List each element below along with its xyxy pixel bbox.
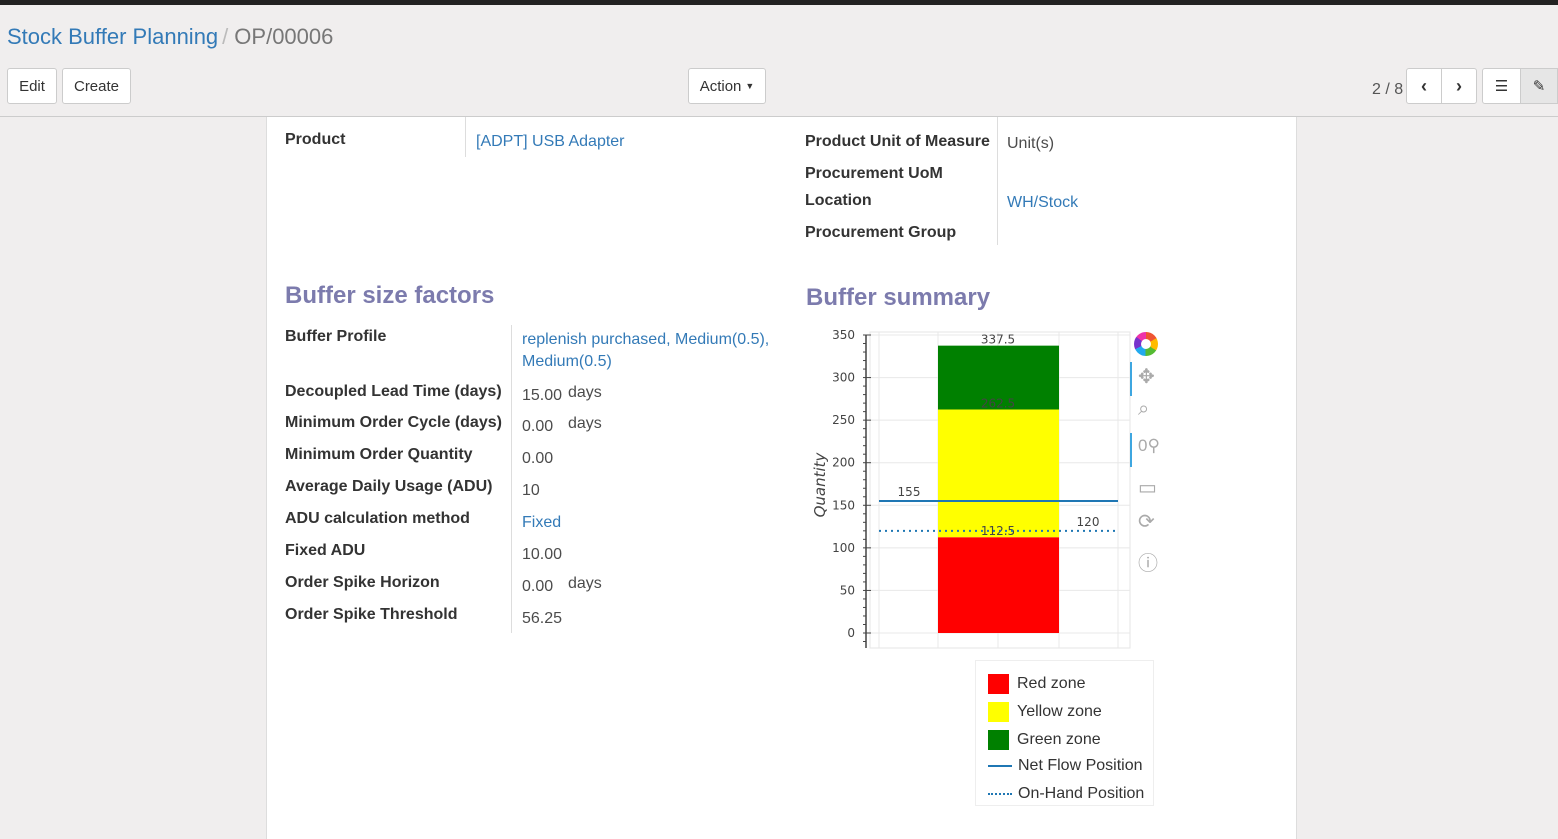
bar-yellow-zone — [938, 409, 1059, 538]
legend-item: Red zone — [988, 674, 1086, 694]
location-link[interactable]: WH/Stock — [1007, 194, 1079, 211]
breadcrumb: Stock Buffer Planning / OP/00006 — [7, 24, 334, 49]
zone-label: 112.5 — [981, 524, 1015, 538]
action-dropdown[interactable]: Action ▼ — [688, 68, 766, 104]
y-tick-label: 350 — [832, 328, 855, 342]
procurement-uom-label: Procurement UoM — [805, 165, 943, 182]
bar-red-zone — [938, 537, 1059, 633]
factor-unit: days — [568, 415, 602, 432]
y-tick-label: 50 — [840, 583, 855, 597]
factor-value: 0.00 — [522, 578, 554, 595]
buffer-chart: 112.5 262.5 337.5 155 120 0 50 100 150 200 250 300 3… — [811, 328, 1131, 649]
wheel-zoom-icon[interactable]: 0⚲ — [1138, 436, 1160, 455]
list-icon: ☰ — [1494, 78, 1509, 95]
line-label: 155 — [898, 485, 921, 499]
legend-item: Net Flow Position — [988, 757, 1143, 775]
box-zoom-icon[interactable]: ⌕ — [1138, 398, 1150, 420]
control-panel: Stock Buffer Planning / OP/00006 Edit Crea… — [0, 5, 1558, 117]
factor-label: Order Spike Horizon — [285, 574, 440, 591]
bar-green-zone — [938, 345, 1059, 410]
factor-label: Decoupled Lead Time (days) — [285, 383, 502, 400]
zone-label: 337.5 — [981, 333, 1015, 347]
active-tool-marker — [1130, 362, 1132, 396]
factor-label: Buffer Profile — [285, 328, 387, 345]
legend-item: On-Hand Position — [988, 785, 1144, 803]
save-icon[interactable]: ▭ — [1138, 477, 1157, 499]
help-icon[interactable]: ⓘ — [1138, 553, 1158, 575]
form-view-button[interactable]: ✎ — [1520, 68, 1558, 104]
legend-item: Green zone — [988, 730, 1101, 750]
buffer-size-factors-title: Buffer size factors — [285, 282, 495, 309]
pager-next-button[interactable]: › — [1441, 68, 1477, 104]
reset-icon[interactable]: ⟳ — [1138, 511, 1155, 533]
green-swatch — [988, 730, 1009, 750]
factor-value: 56.25 — [522, 610, 563, 627]
y-tick-label: 250 — [832, 413, 855, 427]
chart-legend: Red zone Yellow zone Green zone Net Flow… — [975, 660, 1154, 806]
legend-label: Red zone — [1017, 675, 1086, 692]
edit-button[interactable]: Edit — [7, 68, 57, 104]
list-view-button[interactable]: ☰ — [1482, 68, 1521, 104]
chevron-left-icon: ‹ — [1421, 75, 1427, 96]
create-label: Create — [73, 77, 120, 95]
zone-label: 262.5 — [981, 397, 1015, 411]
y-tick-label: 100 — [832, 541, 855, 555]
factor-label: ADU calculation method — [285, 510, 470, 527]
action-label: Action — [699, 77, 742, 95]
divider — [511, 325, 512, 633]
factor-unit: days — [568, 384, 602, 401]
factor-label: Order Spike Threshold — [285, 606, 458, 623]
factor-value-cont[interactable]: Medium(0.5) — [522, 353, 612, 370]
line-label: 120 — [1077, 515, 1100, 529]
factor-label: Average Daily Usage (ADU) — [285, 478, 493, 495]
chevron-right-icon: › — [1456, 75, 1462, 96]
red-swatch — [988, 674, 1009, 694]
factor-value: 0.00 — [522, 418, 554, 435]
factor-unit: days — [568, 575, 602, 592]
factor-value[interactable]: Fixed — [522, 514, 562, 531]
y-tick-label: 300 — [832, 371, 855, 385]
legend-item: Yellow zone — [988, 702, 1102, 722]
factor-label: Minimum Order Cycle (days) — [285, 414, 502, 431]
legend-label: Net Flow Position — [1018, 757, 1143, 774]
legend-label: Green zone — [1017, 731, 1101, 748]
pan-icon[interactable]: ✥ — [1138, 366, 1155, 388]
breadcrumb-current: OP/00006 — [234, 24, 334, 49]
factor-value[interactable]: replenish purchased, Medium(0.5), — [522, 331, 770, 348]
legend-label: On-Hand Position — [1018, 785, 1145, 802]
pager-previous-button[interactable]: ‹ — [1406, 68, 1442, 104]
y-axis-label: Quantity — [811, 451, 829, 517]
caret-down-icon: ▼ — [745, 81, 755, 91]
y-tick-label: 150 — [832, 498, 855, 512]
legend-label: Yellow zone — [1017, 703, 1102, 720]
location-label: Location — [805, 192, 872, 209]
product-link[interactable]: [ADPT] USB Adapter — [476, 133, 625, 150]
buffer-summary-title: Buffer summary — [806, 284, 991, 311]
y-tick-label: 200 — [832, 456, 855, 470]
factor-value: 15.00 — [522, 387, 563, 404]
pager-value: 2 / 8 — [1372, 81, 1404, 98]
uom-value: Unit(s) — [1007, 135, 1055, 152]
factor-label: Fixed ADU — [285, 542, 366, 559]
factor-value: 10.00 — [522, 546, 563, 563]
bokeh-logo-icon[interactable] — [1134, 332, 1158, 356]
create-button[interactable]: Create — [62, 68, 131, 104]
uom-label: Product Unit of Measure — [805, 133, 990, 150]
factor-value: 10 — [522, 482, 540, 499]
divider — [997, 117, 998, 245]
active-tool-marker — [1130, 433, 1132, 467]
product-label: Product — [285, 131, 346, 148]
factor-value: 0.00 — [522, 450, 554, 467]
procurement-group-label: Procurement Group — [805, 224, 957, 241]
factor-label: Minimum Order Quantity — [285, 446, 473, 463]
solid-line-swatch — [988, 765, 1012, 767]
y-tick-label: 0 — [847, 626, 855, 640]
edit-form-icon: ✎ — [1532, 78, 1546, 95]
yellow-swatch — [988, 702, 1009, 722]
breadcrumb-parent[interactable]: Stock Buffer Planning — [7, 24, 219, 49]
dotted-line-swatch — [988, 793, 1012, 795]
divider — [465, 117, 466, 157]
top-bar — [0, 0, 1558, 5]
